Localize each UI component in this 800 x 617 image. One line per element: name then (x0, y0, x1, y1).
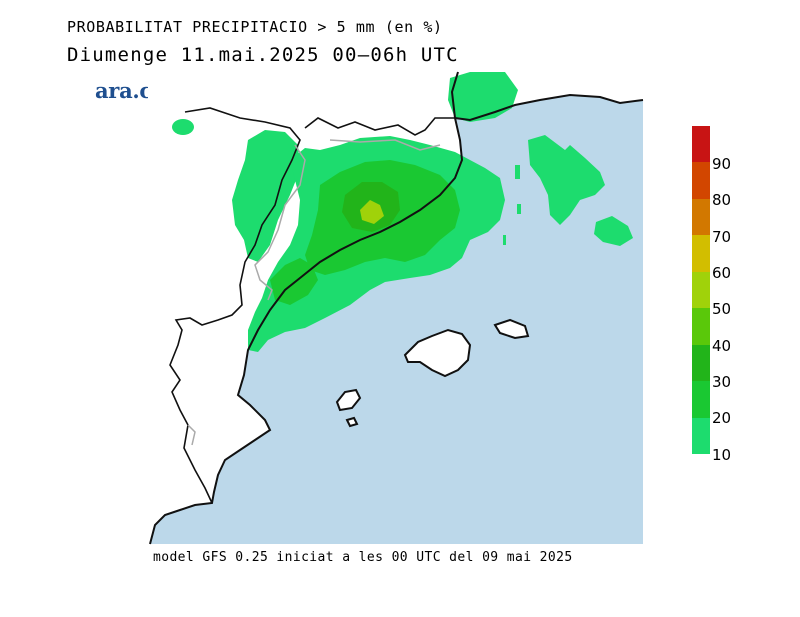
colorbar-tick-label: 30 (712, 373, 732, 391)
colorbar-segment (692, 235, 710, 272)
probability-50-60-area (360, 200, 384, 224)
map-title: PROBABILITAT PRECIPITACIO > 5 mm (en %) (67, 18, 443, 36)
colorbar-tick-label: 40 (712, 337, 732, 355)
borders (169, 107, 455, 504)
colorbar-tick-label: 90 (712, 155, 732, 173)
colorbar-segment (692, 162, 710, 199)
colorbar-segment (692, 272, 710, 308)
map-subtitle: Diumenge 11.mai.2025 00–06h UTC (67, 44, 459, 66)
colorbar-tick-label: 80 (712, 191, 732, 209)
colorbar-segment (692, 199, 710, 235)
colorbar-tick-label: 20 (712, 409, 732, 427)
regional-borders (187, 139, 441, 446)
balearic-islands (335, 318, 530, 428)
colorbar-tick-label: 50 (712, 300, 732, 318)
colorbar-segment (692, 126, 710, 162)
coastline-france (454, 93, 644, 122)
colorbar-tick-label: 70 (712, 228, 732, 246)
model-info-footer: model GFS 0.25 iniciat a les 00 UTC del … (153, 550, 573, 565)
colorbar-segment (692, 308, 710, 345)
colorbar-tick-label: 10 (712, 446, 732, 464)
colorbar-segment (692, 381, 710, 418)
colorbar-segment (692, 345, 710, 381)
colorbar (692, 126, 710, 454)
colorbar-tick-label: 60 (712, 264, 732, 282)
coastline (149, 71, 464, 545)
colorbar-segment (692, 418, 710, 454)
